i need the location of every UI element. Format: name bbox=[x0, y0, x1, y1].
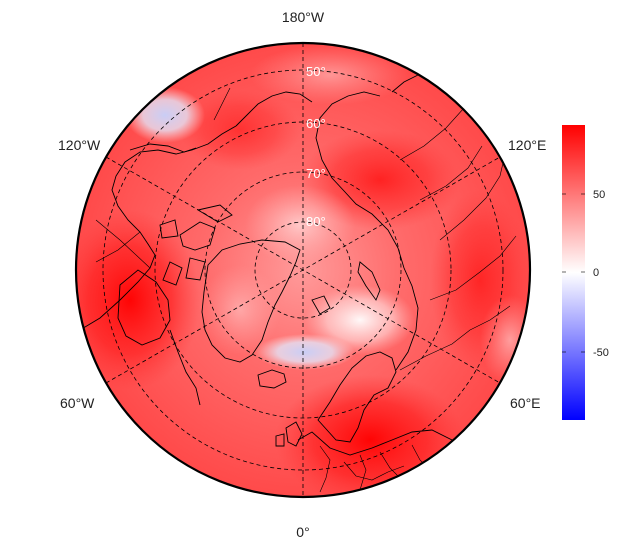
lon-label-top: 180°W bbox=[282, 9, 325, 25]
map-boundary bbox=[74, 41, 532, 499]
temperature-field bbox=[76, 43, 530, 497]
anomaly-alaska bbox=[180, 90, 300, 170]
iceland-coast bbox=[257, 369, 287, 389]
lat-label-60: 60° bbox=[306, 116, 326, 131]
parallel-60 bbox=[154, 121, 452, 419]
scandinavia-coast bbox=[317, 351, 397, 443]
neutral-pole bbox=[245, 185, 355, 265]
lon-label-lower-right: 60°E bbox=[510, 395, 541, 411]
lat-label-50: 50° bbox=[306, 64, 326, 79]
cool-iceland bbox=[255, 334, 355, 370]
colorbar-gradient bbox=[562, 125, 585, 420]
lon-label-upper-right: 120°E bbox=[508, 137, 546, 153]
siberia-coast bbox=[315, 91, 419, 371]
anomaly-europe bbox=[275, 375, 465, 497]
lon-label-lower-left: 60°W bbox=[60, 395, 95, 411]
colorbar-label-neg50: -50 bbox=[593, 347, 609, 359]
svalbard-coast bbox=[311, 295, 331, 315]
neutral-north-edge bbox=[250, 45, 410, 105]
anomaly-canada bbox=[76, 210, 200, 390]
colorbar: 50 0 -50 bbox=[562, 125, 609, 420]
neutral-greenland bbox=[200, 265, 280, 355]
neutral-east-edge bbox=[480, 295, 530, 385]
novaya-zemlya-coast bbox=[357, 261, 381, 301]
hudson-bay bbox=[117, 269, 171, 346]
canada-archipelago bbox=[159, 204, 233, 286]
british-isles-coast bbox=[275, 421, 303, 447]
lon-label-upper-left: 120°W bbox=[58, 137, 101, 153]
meridian-60e-120w bbox=[105, 156, 501, 384]
parallel-50 bbox=[102, 69, 504, 471]
chukotka-coast bbox=[235, 91, 313, 127]
greenland-coast bbox=[201, 239, 301, 363]
colorbar-label-50: 50 bbox=[593, 189, 605, 201]
lat-label-80: 80° bbox=[306, 214, 326, 229]
graticule bbox=[102, 43, 504, 497]
parallel-80 bbox=[254, 221, 352, 319]
parallel-70 bbox=[204, 171, 402, 369]
colorbar-label-0: 0 bbox=[593, 267, 599, 279]
lat-label-70: 70° bbox=[306, 166, 326, 181]
alaska-coast bbox=[129, 143, 197, 153]
lon-label-bottom: 0° bbox=[296, 524, 309, 540]
